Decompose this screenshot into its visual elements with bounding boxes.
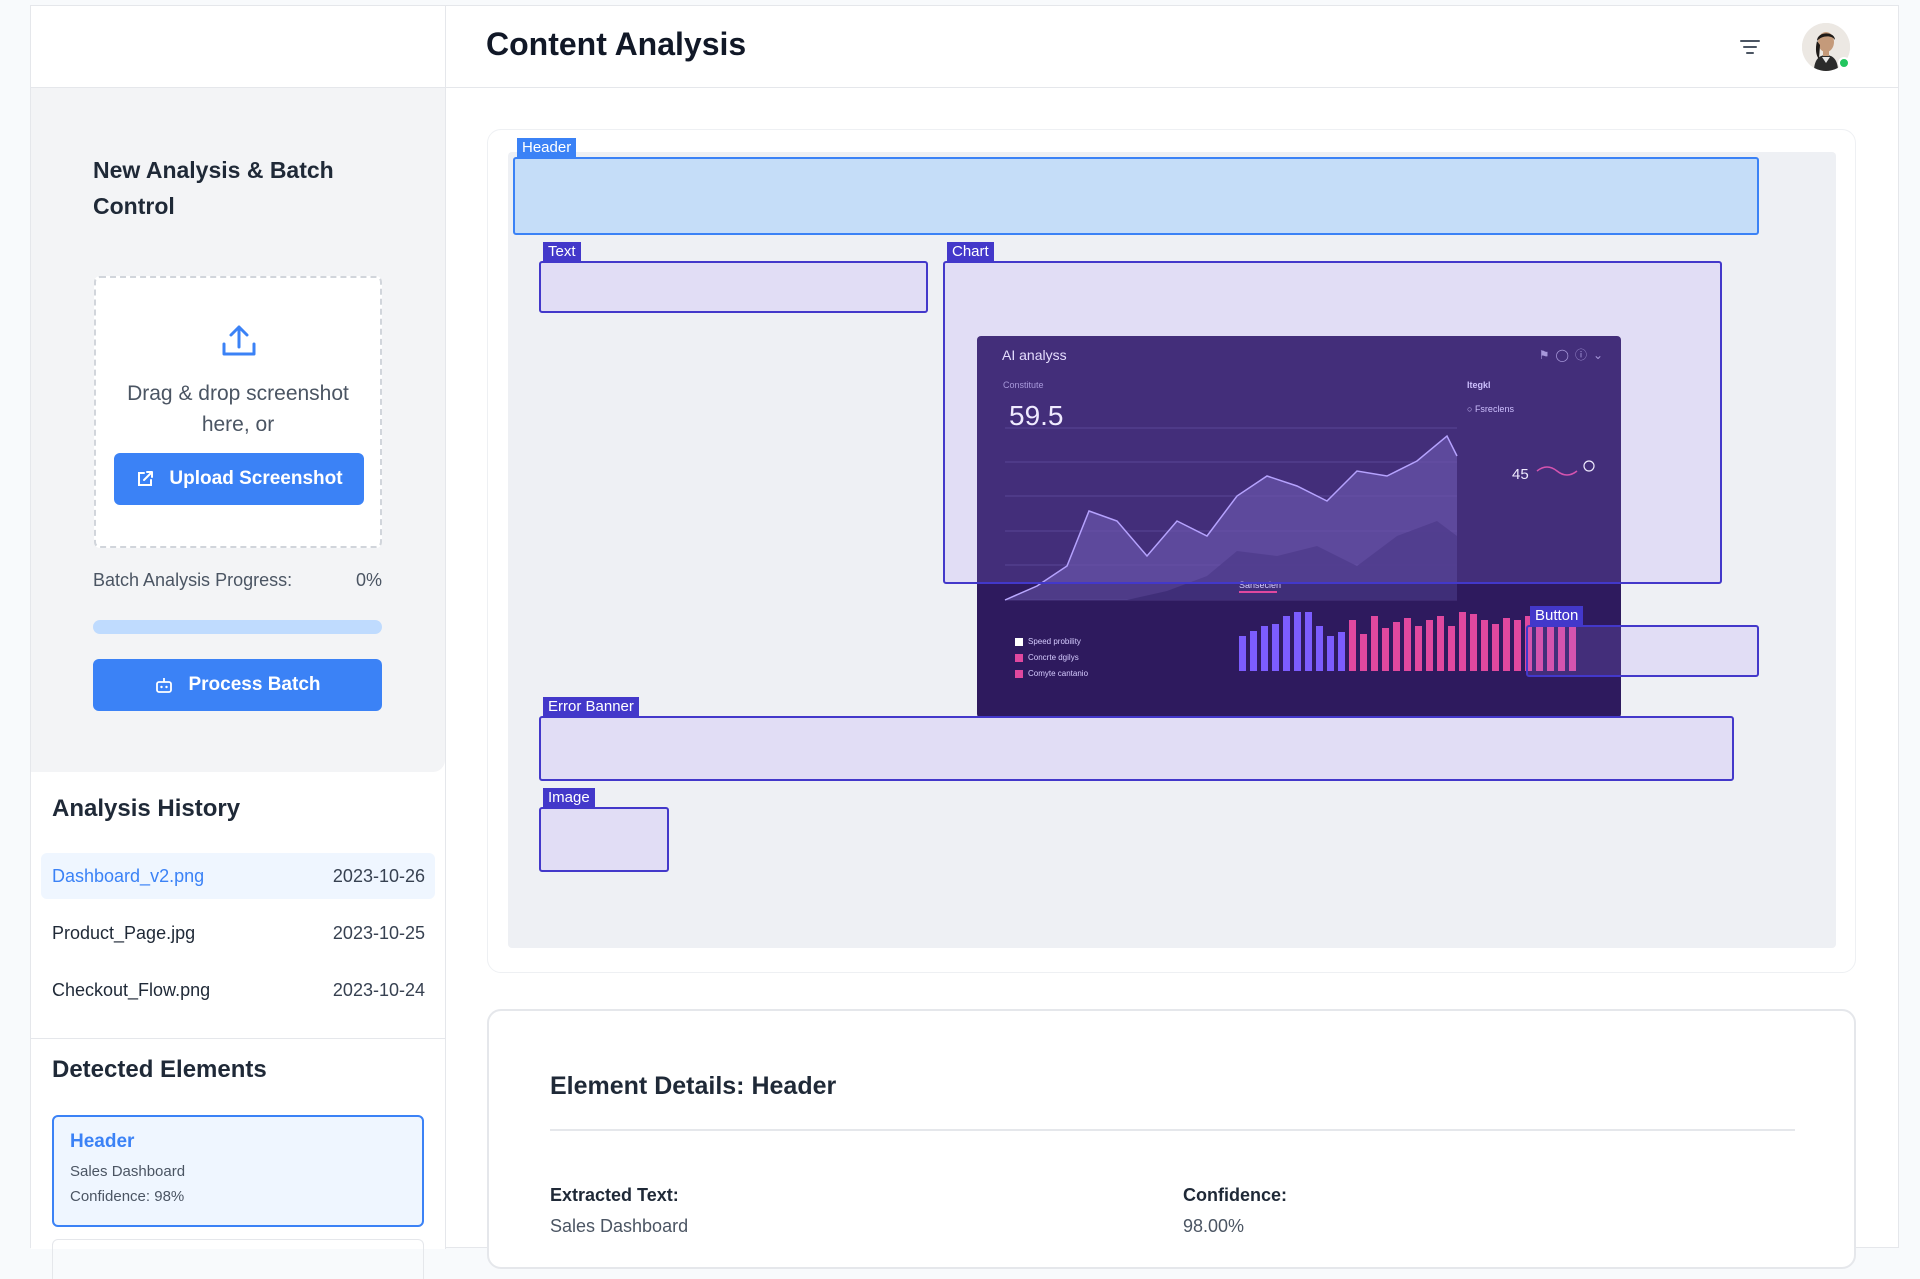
control-panel-title: New Analysis & Batch Control [93, 157, 334, 219]
history-item[interactable]: Dashboard_v2.png 2023-10-26 [41, 853, 435, 899]
dropzone-instructions: Drag & drop screenshot here, or [127, 382, 349, 436]
top-bar: Content Analysis [31, 6, 1898, 88]
legend-entry: Speed probility [1015, 634, 1088, 650]
element-confidence: Confidence: 98% [70, 1188, 185, 1205]
batch-progress-bar [93, 620, 382, 634]
screenshot-metric: 59.5 [1009, 400, 1064, 431]
online-status-indicator [1838, 57, 1850, 69]
process-button-label: Process Batch [188, 674, 321, 695]
detected-element-card[interactable]: Header Sales Dashboard Confidence: 98% [52, 1115, 424, 1227]
extracted-text-label: Extracted Text: [550, 1185, 679, 1205]
history-item-name: Checkout_Flow.png [52, 979, 211, 1000]
screenshot-section-title: Sanseclen [1239, 580, 1282, 590]
confidence-value: 98.00% [1183, 1216, 1245, 1236]
extracted-text-value: Sales Dashboard [550, 1216, 689, 1236]
history-item-name: Product_Page.jpg [52, 922, 196, 943]
page-title: Content Analysis [486, 26, 747, 62]
screenshot-dropzone[interactable]: Drag & drop screenshot here, or Upload S… [94, 276, 382, 548]
external-link-icon [138, 471, 154, 486]
screenshot-side-value: 45 [1512, 466, 1529, 483]
element-text: Sales Dashboard [70, 1163, 186, 1180]
batch-control-panel: New Analysis & Batch Control Drag & drop… [31, 88, 445, 772]
user-avatar[interactable] [1802, 23, 1850, 71]
screenshot-side-item: ○ Fsreclens [1467, 404, 1514, 414]
bbox-label-chart: Chart [947, 242, 994, 261]
history-item[interactable]: Checkout_Flow.png 2023-10-24 [41, 967, 435, 1013]
sidebar: New Analysis & Batch Control Drag & drop… [31, 88, 446, 1279]
bbox-button[interactable]: Button [1526, 606, 1759, 677]
bbox-error-banner[interactable]: Error Banner [539, 697, 1734, 781]
legend-text: Concrte dgilys [1028, 653, 1079, 662]
element-details-card: Element Details: Header Extracted Text: … [487, 1009, 1856, 1269]
bbox-label-header: Header [517, 138, 577, 157]
analysis-history-title: Analysis History [52, 795, 241, 822]
upload-screenshot-button[interactable]: Upload Screenshot [114, 453, 364, 505]
element-type: Header [70, 1131, 135, 1152]
process-batch-button[interactable]: Process Batch [93, 659, 382, 711]
upload-button-label: Upload Screenshot [169, 468, 343, 489]
top-bar-sidebar-spacer [31, 6, 446, 88]
bbox-label-text: Text [543, 242, 581, 261]
element-details-title: Element Details: Header [550, 1072, 837, 1100]
history-item-name: Dashboard_v2.png [52, 865, 205, 886]
history-item-date: 2023-10-24 [332, 979, 425, 1000]
history-item[interactable]: Product_Page.jpg 2023-10-25 [41, 910, 435, 956]
bbox-label-image: Image [543, 788, 595, 807]
history-item-date: 2023-10-26 [332, 865, 425, 886]
screenshot-canvas: AI analyss ⚑◯ⓘ⌄ Constitute 59.5 Itegkl ○… [508, 138, 1836, 948]
app-window: Content Analysis New Analysis & Batch Co… [30, 5, 1899, 1279]
screenshot-legend: Speed probility Concrte dgilys Comyte ca… [1015, 634, 1088, 682]
progress-value: 0% [355, 570, 382, 590]
screenshot-side-item-text: Fsreclens [1474, 404, 1514, 414]
bbox-label-error-banner: Error Banner [543, 697, 639, 716]
upload-icon [222, 325, 256, 356]
progress-label: Batch Analysis Progress: [93, 570, 293, 590]
bbox-header[interactable]: Header [513, 138, 1759, 235]
legend-text: Speed probility [1028, 637, 1081, 646]
detected-element-card[interactable] [52, 1239, 424, 1279]
history-item-date: 2023-10-25 [332, 922, 425, 943]
filter-icon[interactable] [1737, 34, 1763, 60]
screenshot-title: AI analyss [1002, 347, 1067, 363]
legend-entry: Concrte dgilys [1015, 650, 1088, 666]
history-list: Dashboard_v2.png 2023-10-26 Product_Page… [41, 853, 435, 1024]
screenshot-side-title: Itegkl [1467, 380, 1491, 390]
screenshot-graphics [1004, 427, 1595, 671]
details-divider [550, 1129, 1795, 1131]
detected-elements-title: Detected Elements [52, 1056, 267, 1083]
legend-entry: Comyte cantanio [1015, 666, 1088, 682]
analysis-canvas-card: AI analyss ⚑◯ⓘ⌄ Constitute 59.5 Itegkl ○… [487, 129, 1856, 973]
bbox-label-button: Button [1530, 606, 1584, 625]
robot-icon [156, 678, 173, 693]
legend-text: Comyte cantanio [1028, 669, 1089, 678]
screenshot-toolbar-icons: ⚑◯ⓘ⌄ [1538, 348, 1609, 362]
bbox-image[interactable]: Image [539, 788, 669, 872]
bbox-text[interactable]: Text [539, 242, 928, 313]
analyzed-screenshot: AI analyss ⚑◯ⓘ⌄ Constitute 59.5 Itegkl ○… [977, 336, 1621, 718]
screenshot-subtitle: Constitute [1003, 380, 1044, 390]
bbox-chart[interactable]: Chart [943, 242, 1722, 584]
sidebar-divider [31, 1038, 445, 1039]
confidence-label: Confidence: [1183, 1185, 1288, 1205]
